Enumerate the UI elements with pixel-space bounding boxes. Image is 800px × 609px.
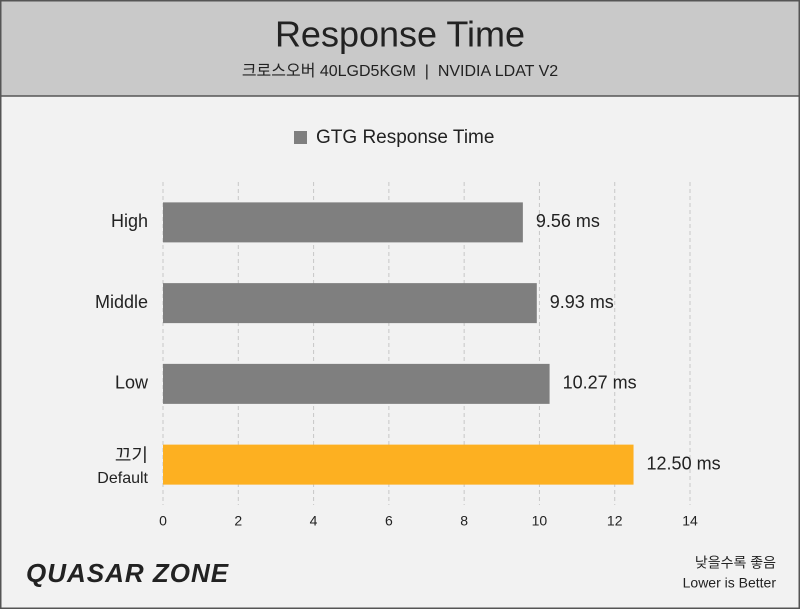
chart-subtitle: 크로스오버 40LGD5KGM | NVIDIA LDAT V2 — [242, 62, 558, 80]
value-label: 9.56 ms — [536, 211, 600, 231]
value-label: 12.50 ms — [647, 453, 721, 473]
note: 낮을수록 좋음 — [695, 555, 776, 571]
chart-title: Response Time — [275, 14, 525, 55]
bar — [163, 283, 537, 324]
logo: QUASAR ZONE — [26, 558, 229, 588]
bar — [163, 363, 550, 404]
x-tick-label: 12 — [607, 513, 623, 529]
y-tick-note: Default — [97, 470, 148, 487]
x-tick-label: 6 — [385, 513, 393, 529]
value-label: 9.93 ms — [550, 292, 614, 312]
x-tick-label: 8 — [460, 513, 468, 529]
x-tick-label: 4 — [310, 513, 318, 529]
legend-label: GTG Response Time — [316, 127, 494, 148]
y-tick-label: Middle — [95, 292, 148, 312]
bar — [163, 202, 523, 243]
x-tick-label: 0 — [159, 513, 167, 529]
y-tick-label: 끄기 — [115, 445, 148, 465]
y-tick-label: High — [111, 211, 148, 231]
x-tick-label: 14 — [682, 513, 698, 529]
header — [0, 0, 800, 96]
x-tick-label: 10 — [532, 513, 548, 529]
y-tick-label: Low — [115, 373, 149, 393]
note: Lower is Better — [683, 575, 777, 591]
value-label: 10.27 ms — [563, 373, 637, 393]
bar — [163, 444, 634, 485]
legend-swatch — [294, 131, 307, 144]
x-tick-label: 2 — [234, 513, 242, 529]
